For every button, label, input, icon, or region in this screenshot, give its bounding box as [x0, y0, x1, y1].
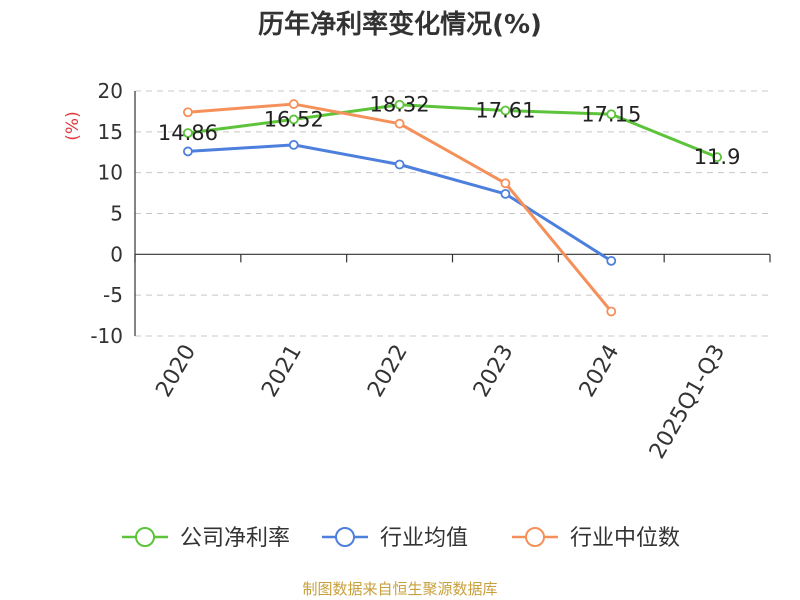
grid-lines	[135, 90, 770, 337]
data-label: 18.32	[370, 93, 430, 117]
data-label: 17.61	[475, 99, 535, 123]
data-point	[500, 178, 511, 189]
data-point	[288, 139, 299, 150]
series-line-2	[187, 102, 613, 313]
data-point	[712, 152, 722, 163]
data-label: 14.86	[158, 121, 218, 145]
y-tick-label: -5	[103, 283, 123, 307]
chart-title: 历年净利率变化情况(%)	[258, 10, 542, 40]
x-tick-label: 2024	[575, 341, 625, 402]
data-label: 11.9	[694, 145, 741, 169]
y-axis-title: (%)	[63, 111, 83, 140]
source-note: 制图数据来自恒生聚源数据库	[302, 580, 498, 598]
data-point	[183, 128, 193, 138]
data-point	[606, 306, 617, 317]
legend-swatch-marker	[525, 527, 545, 547]
legend-swatch-marker	[135, 527, 155, 547]
data-point	[394, 99, 405, 110]
data-point	[606, 109, 617, 120]
legend-label: 行业均值	[380, 526, 468, 551]
axes: 20 15 10 5 0 -5 -10 2020 2021 2022 2023 2024 2025Q1-…	[90, 79, 771, 464]
legend-label: 公司净利率	[180, 526, 290, 551]
x-tick-label: 2023	[469, 341, 519, 402]
data-labels: 14.86 16.52 18.32 17.61 17.15 11.9	[158, 93, 741, 169]
data-point	[500, 105, 511, 116]
y-tick-label: 5	[110, 202, 123, 226]
y-tick-label: 15	[98, 120, 123, 144]
data-point	[288, 114, 299, 125]
data-point	[183, 146, 193, 157]
data-point	[500, 188, 511, 199]
legend: 公司净利率 行业均值 行业中位数	[122, 526, 680, 551]
data-label: 16.52	[264, 107, 324, 131]
series-lines	[183, 99, 722, 317]
data-point	[183, 107, 193, 118]
x-tick-label: 2020	[151, 341, 201, 402]
x-tick-label: 2025Q1-Q3	[645, 341, 730, 464]
series-line-0	[187, 103, 718, 159]
y-tick-label: 0	[110, 242, 123, 266]
data-point	[288, 99, 299, 109]
y-tick-label: 10	[98, 161, 123, 185]
data-point	[394, 159, 405, 170]
x-tick-label: 2021	[257, 341, 307, 402]
legend-swatch-marker	[335, 527, 355, 547]
x-tick-label: 2022	[363, 341, 413, 402]
legend-label: 行业中位数	[570, 526, 680, 551]
data-label: 17.15	[581, 102, 641, 126]
data-point	[606, 255, 617, 266]
y-tick-label: -10	[90, 324, 123, 348]
y-tick-label: 20	[98, 79, 123, 103]
data-point	[394, 118, 405, 129]
